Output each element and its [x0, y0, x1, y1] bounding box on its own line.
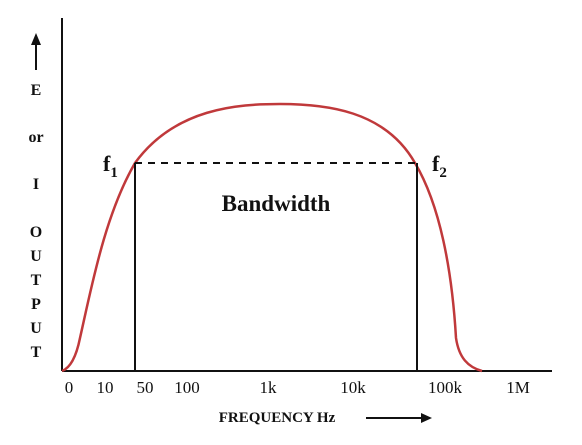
- x-tick-label: 1k: [260, 378, 278, 397]
- x-tick-label: 50: [137, 378, 154, 397]
- x-tick-label: 1M: [506, 378, 530, 397]
- x-axis-title: FREQUENCY Hz: [219, 410, 336, 426]
- f2-label: f2: [432, 151, 447, 181]
- right-arrow-icon: [366, 413, 432, 423]
- y-label-letter: or: [28, 129, 43, 146]
- x-tick-label: 10k: [340, 378, 366, 397]
- y-label-letter: T: [31, 272, 42, 289]
- y-label-letter: O: [30, 224, 42, 241]
- y-label-letter: I: [33, 176, 39, 193]
- up-arrow-icon: [31, 33, 41, 70]
- x-tick-label: 0: [65, 378, 74, 397]
- y-label-letter: U: [30, 248, 42, 265]
- bandwidth-label: Bandwidth: [222, 191, 331, 216]
- response-curve: [61, 102, 483, 373]
- x-tick-label: 100k: [428, 378, 463, 397]
- f1-label: f1: [103, 151, 118, 181]
- y-label-letter: E: [31, 82, 42, 99]
- x-tick-label: 100: [174, 378, 200, 397]
- y-label-letter: U: [30, 320, 42, 337]
- y-label-letter: T: [31, 344, 42, 361]
- y-label-letter: P: [31, 296, 41, 313]
- x-tick-label: 10: [97, 378, 114, 397]
